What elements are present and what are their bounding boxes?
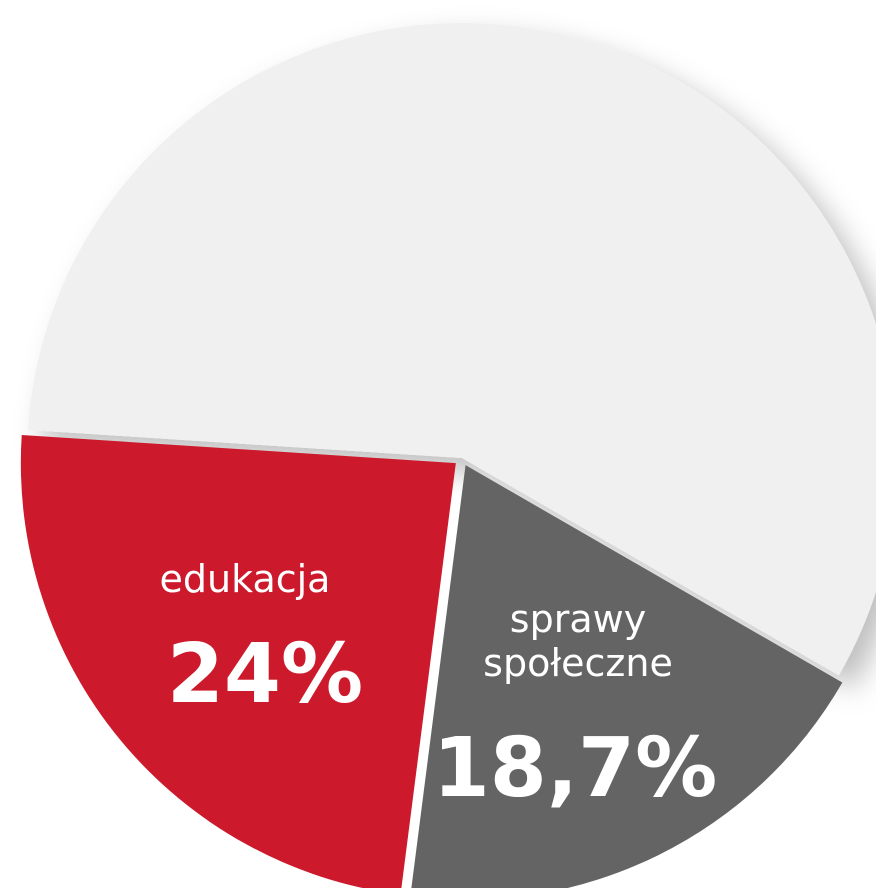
slice-label: edukacja [159, 557, 331, 601]
slice-value: 24% [166, 627, 364, 722]
pie-slice [27, 23, 876, 676]
slice-label: sprawy społeczne [483, 597, 673, 685]
pie-slice [20, 435, 456, 888]
slice-value: 18,7% [432, 721, 718, 816]
pie-slice [411, 465, 843, 888]
